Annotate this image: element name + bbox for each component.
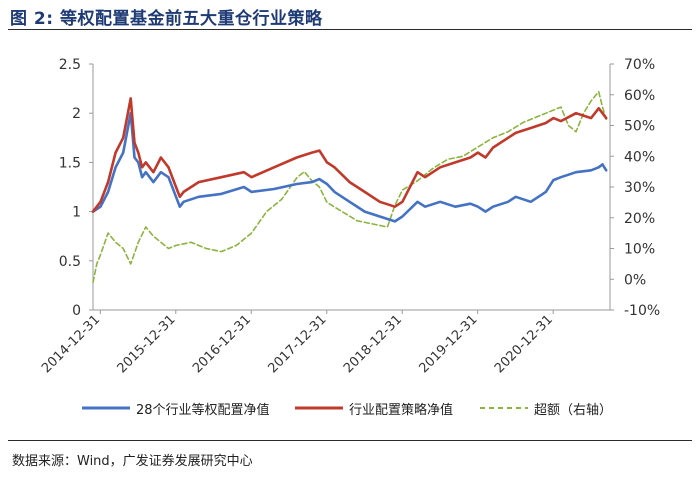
series-line-excess <box>92 90 607 284</box>
source-note: 数据来源：Wind，广发证券发展研究中心 <box>12 454 253 469</box>
legend-item-excess: 超额（右轴） <box>480 398 612 418</box>
footer-divider <box>8 440 692 441</box>
legend-item-equal-weight: 28个行业等权配置净值 <box>82 398 270 418</box>
y-right-tick-label: 0% <box>624 272 646 288</box>
y-right-tick-label: 30% <box>624 180 655 196</box>
series-line-strategy <box>91 97 608 213</box>
x-tick-label: 2017-12-31 <box>266 312 330 376</box>
chart-canvas: 0 0.5 1 1.5 2 2.5 -10% 0% 10% 20% 30% 40% 50% 60% 70% 2… <box>39 57 660 376</box>
y-right-tick-label: 40% <box>624 149 655 165</box>
y-left-tick-label: 0 <box>72 303 81 319</box>
figure-title: 图 2: 等权配置基金前五大重仓行业策略 <box>10 9 323 29</box>
x-tick-label: 2016-12-31 <box>190 312 254 376</box>
legend-item-strategy: 行业配置策略净值 <box>295 398 453 418</box>
x-tick-label: 2020-12-31 <box>492 312 556 376</box>
legend-swatch-equal-weight <box>82 406 130 410</box>
x-tick-label: 2019-12-31 <box>416 312 480 376</box>
legend-swatch-excess <box>480 407 528 409</box>
y-right-tick-label: 50% <box>624 119 655 135</box>
title-divider <box>8 29 692 30</box>
chart-legend: 28个行业等权配置净值 行业配置策略净值 超额（右轴） <box>0 398 700 418</box>
y-left-tick-label: 0.5 <box>59 254 81 270</box>
y-right-tick-label: -10% <box>624 303 660 319</box>
y-right-tick-label: 60% <box>624 88 655 104</box>
x-tick-label: 2018-12-31 <box>341 312 405 376</box>
y-left-tick-label: 1.5 <box>59 155 81 171</box>
legend-swatch-strategy <box>295 406 343 410</box>
x-tick-label: 2015-12-31 <box>115 312 179 376</box>
y-right-tick-label: 20% <box>624 211 655 227</box>
y-right-tick-label: 10% <box>624 242 655 258</box>
y-right-tick-label: 70% <box>624 57 655 73</box>
series-line-equal-weight <box>91 111 608 223</box>
legend-label-equal-weight: 28个行业等权配置净值 <box>136 402 270 418</box>
x-tick-label: 2014-12-31 <box>39 312 103 376</box>
legend-label-excess: 超额（右轴） <box>534 402 613 418</box>
y-left-tick-label: 1 <box>72 205 81 221</box>
y-left-tick-label: 2 <box>72 106 81 122</box>
figure-header: 图 2: 等权配置基金前五大重仓行业策略 <box>0 0 700 30</box>
legend-label-strategy: 行业配置策略净值 <box>349 402 454 418</box>
y-left-tick-label: 2.5 <box>59 57 81 73</box>
line-chart: 0 0.5 1 1.5 2 2.5 -10% 0% 10% 20% 30% 40% 50% 60% 70% 2… <box>0 34 700 434</box>
